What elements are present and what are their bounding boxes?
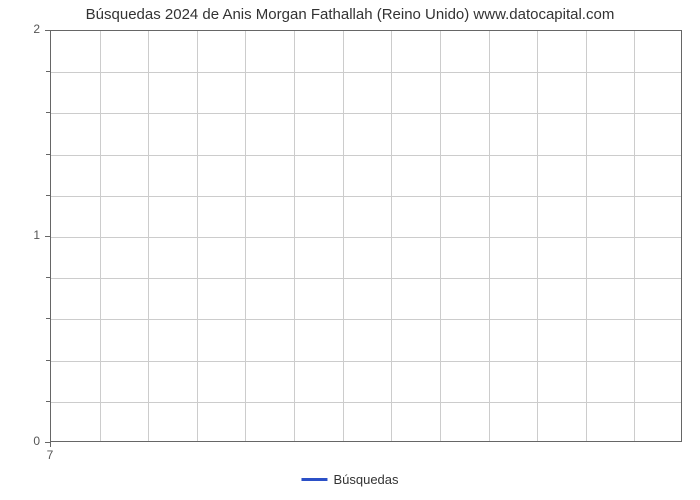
grid-line-horizontal — [51, 402, 681, 403]
grid-line-vertical — [586, 31, 587, 441]
y-tick-minor — [46, 277, 50, 278]
y-tick-minor — [46, 195, 50, 196]
x-axis-label: 7 — [47, 448, 54, 462]
chart-container: Búsquedas 2024 de Anis Morgan Fathallah … — [0, 0, 700, 500]
legend-label: Búsquedas — [333, 472, 398, 487]
legend-swatch — [301, 478, 327, 481]
grid-line-horizontal — [51, 113, 681, 114]
y-tick-minor — [46, 30, 50, 31]
y-tick-minor — [46, 112, 50, 113]
plot-area — [50, 30, 682, 442]
y-tick-minor — [46, 71, 50, 72]
grid-line-horizontal — [51, 196, 681, 197]
grid-line-horizontal — [51, 72, 681, 73]
x-tick — [50, 442, 51, 447]
y-tick-minor — [46, 318, 50, 319]
grid-line-vertical — [489, 31, 490, 441]
chart-title: Búsquedas 2024 de Anis Morgan Fathallah … — [0, 6, 700, 23]
grid-line-vertical — [634, 31, 635, 441]
grid-line-horizontal — [51, 361, 681, 362]
y-tick-minor — [46, 154, 50, 155]
y-tick-minor — [46, 236, 50, 237]
y-axis-label: 0 — [33, 434, 40, 448]
grid-line-vertical — [294, 31, 295, 441]
grid-line-horizontal — [51, 278, 681, 279]
legend: Búsquedas — [301, 472, 398, 487]
grid-line-vertical — [537, 31, 538, 441]
grid-line-vertical — [391, 31, 392, 441]
grid-line-vertical — [440, 31, 441, 441]
y-axis-label: 2 — [33, 22, 40, 36]
grid-line-horizontal — [51, 237, 681, 238]
grid-line-horizontal — [51, 155, 681, 156]
y-tick-minor — [46, 360, 50, 361]
grid-line-vertical — [100, 31, 101, 441]
y-tick-minor — [46, 401, 50, 402]
grid-line-horizontal — [51, 319, 681, 320]
grid-line-vertical — [343, 31, 344, 441]
grid-line-vertical — [245, 31, 246, 441]
y-axis-label: 1 — [33, 228, 40, 242]
grid-line-vertical — [197, 31, 198, 441]
grid-line-vertical — [148, 31, 149, 441]
